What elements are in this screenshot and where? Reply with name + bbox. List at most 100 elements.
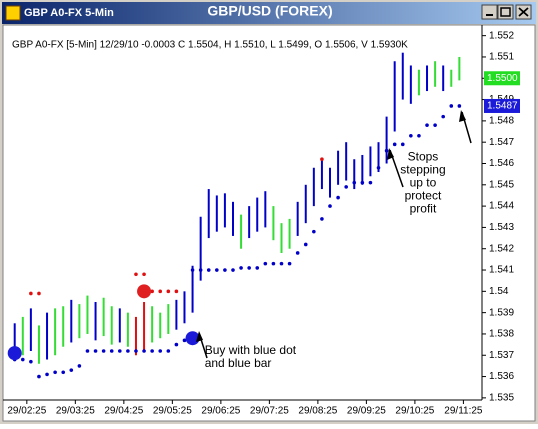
- stop-dot: [118, 349, 122, 353]
- price-tag: [484, 98, 520, 113]
- annotation-text: protect: [405, 188, 442, 202]
- stop-dot: [449, 104, 454, 108]
- stop-dot: [37, 291, 41, 296]
- stop-dot: [150, 349, 154, 353]
- stop-dot: [53, 370, 57, 375]
- stop-dot: [425, 123, 429, 127]
- arrowhead: [459, 110, 466, 122]
- stop-dot: [247, 266, 251, 270]
- chart-area: [2, 24, 536, 422]
- y-tick-label: 1.551: [489, 52, 514, 63]
- close-icon: [518, 7, 529, 17]
- x-tick-label: 29/03:25: [56, 406, 95, 417]
- x-tick-label: 29/04:25: [104, 406, 143, 417]
- y-tick-label: 1.544: [489, 201, 514, 212]
- annotation-text: stepping: [400, 162, 445, 176]
- stop-dot: [352, 180, 357, 185]
- window-icon: [5, 5, 21, 21]
- stop-dot: [158, 289, 163, 294]
- stop-dot: [61, 370, 66, 375]
- y-tick-label: 1.54: [489, 286, 509, 297]
- stop-dot: [384, 148, 389, 153]
- x-tick-label: 29/07:25: [250, 406, 289, 417]
- y-tick-label: 1.539: [489, 307, 514, 318]
- stop-dot: [400, 142, 405, 147]
- stop-dot: [457, 104, 462, 108]
- stop-dot: [328, 204, 332, 208]
- y-tick-label: 1.543: [489, 222, 514, 233]
- stop-dot: [77, 364, 82, 368]
- stop-dot: [134, 349, 138, 353]
- stop-dot: [29, 291, 33, 296]
- stop-dot: [287, 261, 292, 266]
- arrowhead: [387, 148, 394, 160]
- stop-dot: [29, 359, 33, 364]
- price-tag-label: 1.5487: [487, 101, 518, 112]
- stop-dot: [150, 289, 154, 294]
- stop-dot: [45, 372, 49, 377]
- stop-dot: [20, 357, 25, 362]
- stop-dot: [198, 268, 203, 272]
- price-tag-label: 1.5500: [487, 73, 518, 84]
- stop-dot: [239, 266, 243, 270]
- price-tag: [484, 71, 520, 86]
- stop-dot: [142, 349, 146, 353]
- x-tick-label: 29/05:25: [153, 406, 192, 417]
- stop-dot: [360, 180, 365, 185]
- stop-dot: [215, 268, 219, 272]
- annotation-arrows: [196, 110, 472, 359]
- stop-dot: [101, 349, 106, 353]
- stop-dot: [392, 142, 397, 147]
- y-tick-label: 1.537: [489, 350, 514, 361]
- signal-dot: [185, 331, 200, 346]
- signal-dot: [137, 284, 152, 299]
- stop-dot: [368, 180, 373, 185]
- x-tick-label: 29/11:25: [444, 406, 483, 417]
- stop-dot: [279, 261, 284, 266]
- y-tick-label: 1.545: [489, 179, 514, 190]
- stop-dot: [109, 349, 114, 353]
- stop-dot: [182, 338, 187, 343]
- y-tick-label: 1.546: [489, 158, 514, 169]
- y-tick-label: 1.552: [489, 30, 514, 41]
- window-buttons[interactable]: [481, 4, 532, 20]
- stop-dot: [37, 374, 41, 379]
- stop-dot: [320, 217, 324, 221]
- y-tick-label: 1.548: [489, 116, 514, 127]
- stop-dot: [158, 349, 163, 353]
- arrowhead: [196, 331, 203, 342]
- stop-dot: [303, 242, 308, 247]
- annotation-text: Buy with blue dot: [205, 343, 297, 357]
- signal-dot: [7, 346, 22, 361]
- stop-dot: [174, 289, 179, 294]
- stop-dot: [134, 272, 138, 277]
- stop-dot: [85, 349, 90, 353]
- stop-dot: [433, 123, 437, 127]
- y-tick-label: 1.536: [489, 371, 514, 382]
- x-tick-label: 29/06:25: [201, 406, 240, 417]
- y-tick-label: 1.538: [489, 329, 514, 340]
- y-tick-label: 1.547: [489, 137, 514, 148]
- stop-dot: [166, 289, 171, 294]
- chart-title: GBP/USD (FOREX): [207, 3, 332, 19]
- x-tick-label: 29/09:25: [347, 406, 386, 417]
- stop-dot: [255, 266, 260, 270]
- stop-dot: [142, 272, 146, 277]
- stop-dot: [166, 349, 171, 353]
- stop-dot: [376, 165, 381, 170]
- info-line: GBP A0-FX [5-Min] 12/29/10 -0.0003 C 1.5…: [12, 40, 408, 51]
- minimize-button[interactable]: [481, 4, 498, 20]
- x-tick-label: 29/10:25: [395, 406, 434, 417]
- stop-dot: [126, 349, 130, 353]
- stop-dot: [174, 342, 179, 347]
- stop-dot: [231, 268, 235, 272]
- annotation-text: up to: [410, 175, 437, 189]
- window-title: GBP A0-FX 5-Min: [24, 7, 114, 19]
- stop-dot: [190, 268, 195, 272]
- annotation-text: Stops: [408, 149, 439, 163]
- stop-dot: [223, 268, 227, 272]
- stop-dot: [344, 185, 348, 189]
- stop-dot: [441, 114, 445, 119]
- stop-dot: [263, 261, 268, 266]
